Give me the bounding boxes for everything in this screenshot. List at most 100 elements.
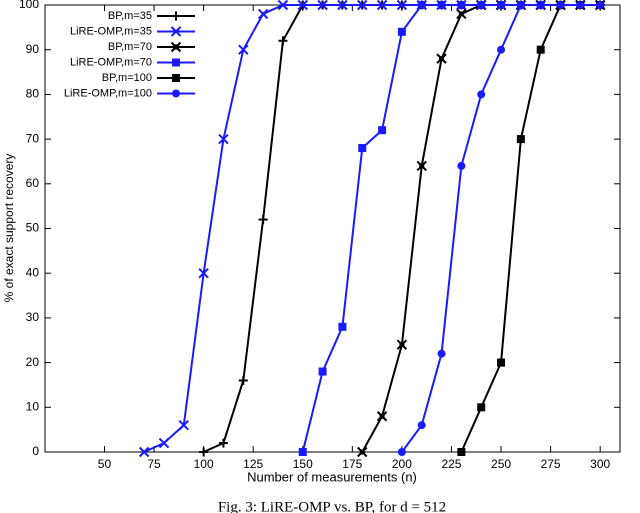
y-tick-label: 60: [26, 176, 40, 190]
marker-stroke: [277, 0, 289, 11]
caption: Fig. 3: LiRE-OMP vs. BP, for d = 512: [218, 499, 446, 513]
marker-stroke: [357, 0, 368, 11]
y-tick-label: 80: [26, 87, 40, 101]
series-line: [401, 4, 601, 453]
marker-stroke: [178, 419, 190, 431]
y-tick-label: 30: [26, 310, 40, 324]
x-tick-label: 75: [147, 457, 161, 471]
marker: [417, 421, 426, 430]
marker-stroke: [317, 0, 328, 11]
x-tick-label: 200: [392, 457, 412, 471]
marker: [437, 349, 446, 358]
series-line: [203, 4, 601, 453]
marker: [456, 8, 467, 20]
marker-core: [497, 358, 506, 367]
marker: [516, 1, 525, 9]
y-tick-label: 90: [26, 42, 40, 56]
marker: [138, 446, 150, 458]
marker-core: [419, 163, 425, 169]
x-tick-label: 225: [441, 457, 461, 471]
marker-stroke: [170, 26, 182, 37]
marker-stroke: [297, 0, 308, 11]
marker: [477, 1, 486, 9]
marker: [536, 45, 545, 54]
y-tick-label: 50: [26, 221, 40, 235]
marker: [337, 0, 348, 11]
marker: [378, 126, 387, 135]
series-line: [361, 4, 601, 453]
x-tick-label: 300: [590, 457, 610, 471]
marker: [497, 1, 506, 9]
marker-stroke: [257, 8, 269, 20]
marker-core: [172, 89, 180, 98]
marker-stroke: [396, 0, 408, 11]
marker-core: [379, 413, 385, 419]
marker-core: [437, 1, 446, 9]
marker: [172, 89, 180, 98]
y-tick-label: 100: [19, 0, 39, 11]
marker: [436, 53, 447, 64]
marker: [338, 322, 347, 331]
marker-core: [497, 45, 506, 54]
marker: [238, 375, 248, 385]
marker-core: [477, 403, 486, 412]
marker: [172, 58, 180, 67]
x-tick-label: 100: [194, 457, 214, 471]
marker-stroke: [138, 446, 150, 458]
marker: [596, 1, 605, 9]
marker-core: [417, 421, 426, 430]
marker: [477, 403, 486, 412]
y-axis-label: % of exact support recovery: [2, 154, 16, 303]
marker: [376, 411, 388, 422]
marker: [477, 90, 486, 99]
marker-stroke: [218, 133, 229, 145]
marker: [396, 339, 408, 350]
legend-label: BP,m=100: [102, 72, 152, 84]
marker-core: [516, 135, 525, 144]
marker: [277, 0, 289, 11]
marker-core: [397, 448, 406, 456]
marker: [198, 267, 209, 279]
marker-core: [458, 11, 464, 17]
marker-core: [318, 367, 327, 376]
marker: [357, 0, 368, 11]
marker-stroke: [158, 437, 170, 449]
marker: [556, 1, 565, 9]
marker-core: [173, 44, 179, 50]
marker-core: [536, 45, 545, 54]
marker-core: [399, 342, 405, 348]
marker-core: [172, 74, 180, 82]
marker: [218, 133, 229, 145]
marker: [397, 27, 406, 36]
series-line: [143, 4, 601, 453]
marker: [457, 448, 466, 456]
marker-core: [556, 1, 565, 9]
marker-stroke: [376, 0, 388, 11]
marker-stroke: [337, 0, 348, 11]
marker: [258, 215, 268, 225]
legend-label: LiRE-OMP,m=70: [70, 56, 152, 68]
marker: [357, 446, 368, 458]
x-tick-label: 150: [293, 457, 313, 471]
y-tick-label: 70: [26, 131, 40, 145]
marker: [238, 44, 249, 55]
marker-core: [359, 449, 365, 455]
marker: [218, 438, 228, 448]
marker-core: [497, 1, 506, 9]
legend-label: LiRE-OMP,m=100: [64, 87, 152, 99]
marker: [158, 437, 170, 449]
marker-core: [338, 322, 347, 331]
marker: [278, 36, 288, 46]
marker: [172, 74, 180, 82]
marker-core: [298, 448, 307, 456]
marker-core: [477, 1, 486, 9]
marker: [170, 26, 182, 37]
marker: [397, 448, 406, 456]
x-tick-label: 50: [98, 457, 112, 471]
marker: [457, 1, 466, 9]
marker: [257, 8, 269, 20]
x-tick-label: 175: [342, 457, 362, 471]
y-tick-label: 40: [26, 265, 40, 279]
marker-core: [576, 1, 585, 9]
